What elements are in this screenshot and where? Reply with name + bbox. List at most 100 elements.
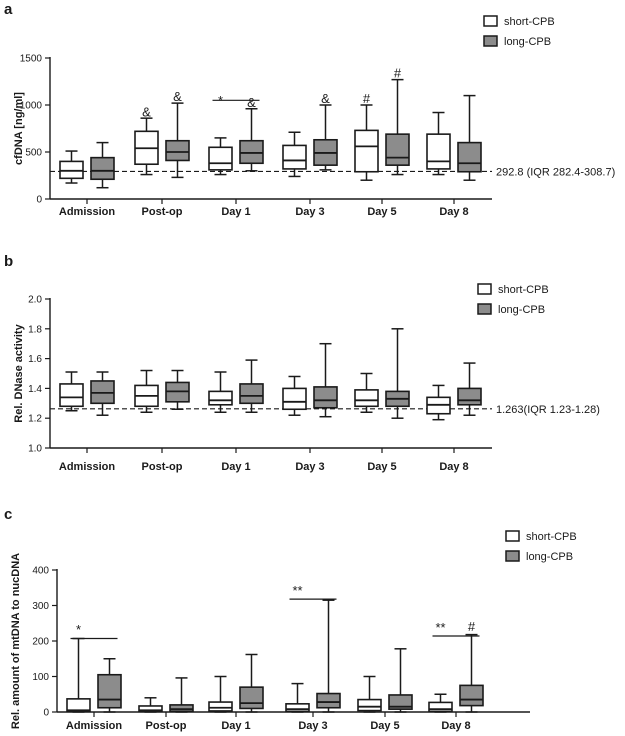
box-short-CPB-Day 1 bbox=[208, 371, 233, 413]
category-label: Day 3 bbox=[295, 206, 324, 218]
box-short-CPB-Admission bbox=[66, 637, 91, 713]
box-short-CPB-Admission bbox=[59, 150, 84, 184]
legend-swatch bbox=[477, 283, 492, 295]
box-iqr bbox=[208, 390, 233, 406]
legend-swatch bbox=[505, 550, 520, 562]
panel-b-letter: b bbox=[4, 253, 13, 270]
box-iqr bbox=[357, 698, 382, 712]
box-iqr bbox=[313, 386, 338, 409]
category-label: Day 8 bbox=[439, 206, 468, 218]
legend-swatch bbox=[483, 15, 498, 27]
legend-label: long-CPB bbox=[526, 551, 573, 563]
box-short-CPB-Day 8 bbox=[426, 384, 451, 421]
y-axis-label: cfDNA [ng/ml] bbox=[13, 92, 25, 165]
y-tick-label: 1.4 bbox=[28, 384, 42, 395]
box-short-CPB-Day 5 bbox=[357, 675, 382, 713]
significance-marker: ** bbox=[292, 583, 302, 598]
significance-marker: * bbox=[218, 93, 223, 108]
legend-swatch bbox=[483, 35, 498, 47]
box-iqr bbox=[316, 692, 341, 709]
box-short-CPB-Post-op bbox=[134, 369, 159, 413]
y-tick-label: 0 bbox=[43, 708, 49, 719]
box-iqr bbox=[354, 129, 379, 173]
y-axis-label: Rel. amount of mtDNA to nucDNA bbox=[10, 553, 22, 729]
category-label: Day 8 bbox=[439, 461, 468, 473]
box-long-CPB-Day 3 bbox=[313, 104, 338, 171]
panel-c-letter: c bbox=[4, 506, 12, 523]
box-short-CPB-Day 8 bbox=[428, 693, 453, 713]
box-iqr bbox=[385, 133, 410, 166]
significance-marker: & bbox=[321, 91, 330, 106]
box-iqr bbox=[282, 144, 307, 170]
box-iqr bbox=[239, 139, 264, 165]
box-long-CPB-Day 8 bbox=[459, 633, 484, 713]
category-label: Admission bbox=[59, 461, 116, 473]
box-iqr bbox=[428, 701, 453, 713]
category-label: Day 1 bbox=[221, 206, 250, 218]
y-tick-label: 1.6 bbox=[28, 354, 42, 365]
significance-marker: # bbox=[394, 66, 402, 81]
box-short-CPB-Day 5 bbox=[354, 104, 379, 181]
box-short-CPB-Day 3 bbox=[285, 682, 310, 713]
box-iqr bbox=[457, 387, 482, 406]
box-iqr bbox=[66, 698, 91, 713]
legend-label: short-CPB bbox=[526, 531, 577, 543]
y-tick-label: 400 bbox=[32, 566, 49, 577]
box-short-CPB-Day 8 bbox=[426, 111, 451, 176]
box-iqr bbox=[138, 705, 163, 713]
y-tick-label: 1500 bbox=[20, 54, 43, 65]
box-long-CPB-Day 1 bbox=[239, 653, 264, 713]
significance-marker: & bbox=[142, 104, 151, 119]
y-tick-label: 0 bbox=[36, 195, 42, 206]
box-long-CPB-Post-op bbox=[169, 677, 194, 713]
box-iqr bbox=[459, 684, 484, 707]
box-long-CPB-Day 8 bbox=[457, 362, 482, 416]
category-label: Post-op bbox=[142, 206, 183, 218]
box-short-CPB-Post-op bbox=[134, 117, 159, 176]
significance-marker: ** bbox=[435, 620, 445, 635]
box-long-CPB-Day 3 bbox=[313, 342, 338, 418]
box-short-CPB-Day 5 bbox=[354, 372, 379, 413]
y-axis-label: Rel. DNase activity bbox=[13, 323, 25, 422]
box-iqr bbox=[239, 686, 264, 710]
box-long-CPB-Day 5 bbox=[385, 328, 410, 419]
panel-a-letter: a bbox=[4, 1, 13, 18]
box-iqr bbox=[165, 139, 190, 162]
category-label: Day 5 bbox=[370, 720, 399, 732]
box-long-CPB-Day 3 bbox=[316, 599, 341, 713]
y-tick-label: 300 bbox=[32, 601, 49, 612]
box-iqr bbox=[208, 146, 233, 171]
box-iqr bbox=[97, 673, 122, 709]
legend-label: long-CPB bbox=[498, 304, 545, 316]
y-tick-label: 500 bbox=[25, 148, 42, 159]
box-short-CPB-Day 3 bbox=[282, 375, 307, 416]
box-long-CPB-Admission bbox=[90, 141, 115, 189]
box-iqr bbox=[59, 383, 84, 408]
reference-line-label: 292.8 (IQR 282.4-308.7) bbox=[496, 166, 615, 178]
y-tick-label: 200 bbox=[32, 637, 49, 648]
box-short-CPB-Day 1 bbox=[208, 675, 233, 713]
box-long-CPB-Day 8 bbox=[457, 94, 482, 181]
significance-marker: & bbox=[173, 89, 182, 104]
box-short-CPB-Post-op bbox=[138, 697, 163, 713]
box-long-CPB-Admission bbox=[90, 371, 115, 416]
category-label: Day 3 bbox=[298, 720, 327, 732]
significance-marker: # bbox=[468, 619, 476, 634]
category-label: Admission bbox=[66, 720, 123, 732]
y-tick-label: 100 bbox=[32, 672, 49, 683]
box-iqr bbox=[169, 704, 194, 713]
box-iqr bbox=[388, 694, 413, 710]
box-iqr bbox=[354, 389, 379, 408]
box-iqr bbox=[90, 156, 115, 181]
y-tick-label: 1.2 bbox=[28, 414, 42, 425]
category-label: Admission bbox=[59, 206, 116, 218]
category-label: Day 3 bbox=[295, 461, 324, 473]
box-long-CPB-Day 5 bbox=[385, 78, 410, 176]
reference-line-label: 1.263(IQR 1.23-1.28) bbox=[496, 404, 600, 416]
y-tick-label: 1.8 bbox=[28, 324, 42, 335]
box-iqr bbox=[208, 701, 233, 712]
legend-label: short-CPB bbox=[504, 16, 555, 28]
box-iqr bbox=[426, 133, 451, 170]
legend-label: short-CPB bbox=[498, 284, 549, 296]
